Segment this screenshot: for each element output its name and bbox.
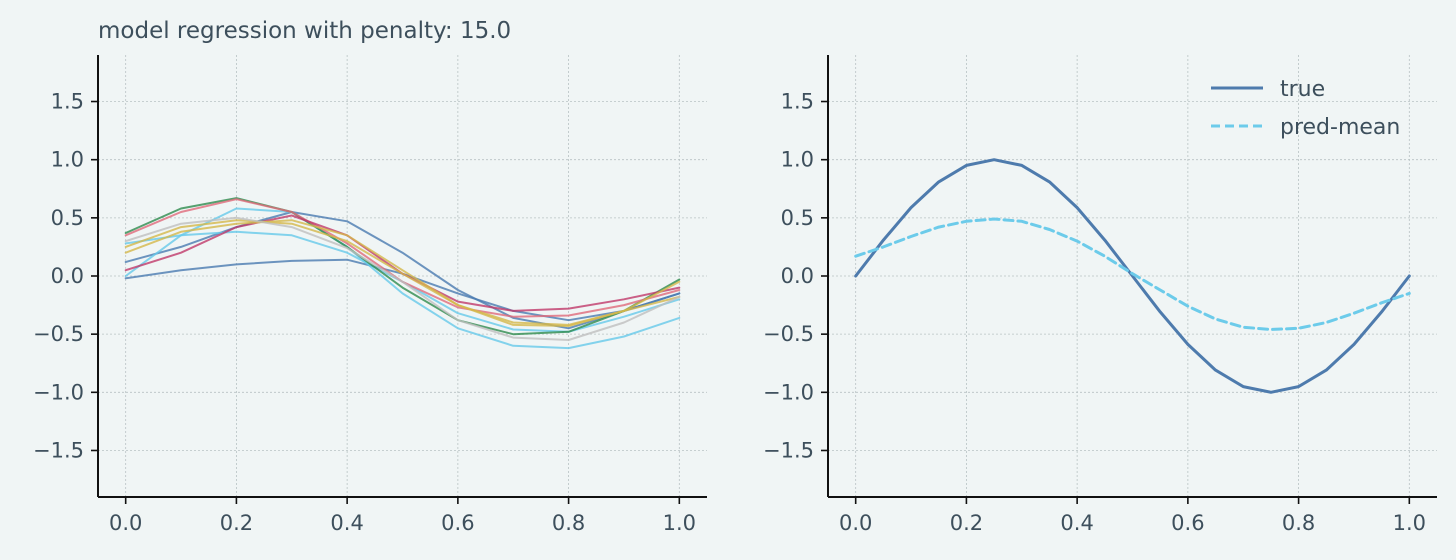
y-tick-label: −1.0 [33,380,84,404]
x-tick-label: 0.4 [330,511,363,535]
x-tick-label: 0.6 [441,511,474,535]
y-tick-label: 0.5 [51,206,84,230]
y-tick-label: 1.5 [51,90,84,114]
legend-label-pred-mean: pred-mean [1280,115,1400,140]
y-tick-label: 1.0 [781,148,814,172]
y-tick-label: −1.5 [33,438,84,462]
sample-line-6 [124,198,681,318]
x-tick-label: 0.4 [1060,511,1093,535]
y-tick-label: 1.5 [781,90,814,114]
sample-line-5 [124,197,681,336]
sample-line-7 [124,214,681,312]
y-tick-label: −0.5 [763,322,814,346]
left-panel: 0.0 0.2 0.4 0.6 0.8 1.0 1.5 1.0 0.5 0.0 −0.5 −1.0 −1… [33,18,707,535]
right-panel: 0.0 0.2 0.4 0.6 0.8 1.0 1.5 1.0 0.5 0.0 −0.5 −1.0 −1… [763,55,1437,535]
y-tick-label: −1.0 [763,380,814,404]
x-tick-label: 1.0 [663,511,696,535]
sample-line-3 [124,207,681,350]
y-tick-label: 1.0 [51,148,84,172]
x-tick-label: 0.2 [950,511,983,535]
true-line [854,158,1411,394]
sample-line-10 [124,216,681,341]
y-tick-label: 0.0 [51,264,84,288]
legend-label-true: true [1280,77,1325,102]
pred-mean-line [854,217,1411,331]
x-tick-label: 1.0 [1393,511,1426,535]
sample-line-9 [124,219,681,326]
y-tick-label: −1.5 [763,438,814,462]
y-tick-label: 0.5 [781,206,814,230]
x-tick-label: 0.6 [1171,511,1204,535]
x-tick-label: 0.0 [839,511,872,535]
chart-title: model regression with penalty: 15.0 [98,18,511,44]
x-tick-label: 0.8 [1282,511,1315,535]
x-tick-label: 0.8 [552,511,585,535]
y-tick-label: −0.5 [33,322,84,346]
x-tick-label: 0.2 [220,511,253,535]
y-tick-label: 0.0 [781,264,814,288]
x-tick-label: 0.0 [109,511,142,535]
